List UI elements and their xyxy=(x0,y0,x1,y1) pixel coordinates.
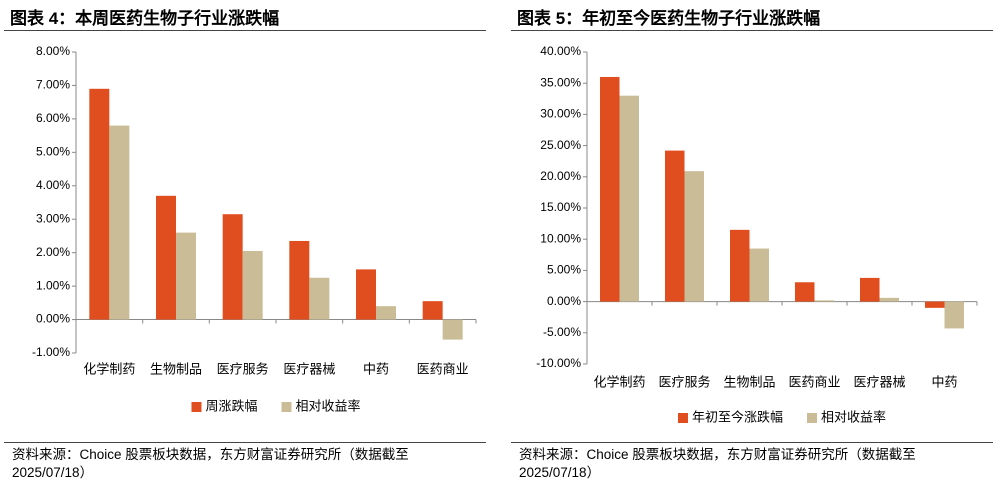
y-tick-label: 3.00% xyxy=(36,211,70,225)
x-tick-label: 医疗器械 xyxy=(853,374,905,389)
chart-panel: 图表 4：本周医药生物子行业涨跌幅 -1.00% 0.00% 1.00% 2.00% 3… xyxy=(4,0,486,486)
y-tick-label: 0.00% xyxy=(36,312,70,326)
x-tick-label: 医疗服务 xyxy=(217,361,269,376)
legend-swatch xyxy=(281,402,292,412)
chart-title: 图表 4：本周医药生物子行业涨跌幅 xyxy=(10,9,280,28)
y-tick-label: 25.00% xyxy=(540,138,581,152)
y-tick-label: 4.00% xyxy=(36,178,70,192)
legend-swatch xyxy=(677,413,688,423)
chart-title: 图表 5：年初至今医药生物子行业涨跌幅 xyxy=(517,9,821,28)
y-tick-label: 40.00% xyxy=(540,44,581,58)
bar xyxy=(665,150,685,302)
bar xyxy=(442,319,463,340)
legend-label: 相对收益率 xyxy=(296,398,361,413)
x-tick-label: 生物制品 xyxy=(723,374,775,389)
y-tick-label: 1.00% xyxy=(36,278,70,292)
bar xyxy=(944,301,964,329)
x-tick-label: 中药 xyxy=(931,374,957,389)
legend-swatch xyxy=(191,402,202,412)
bar xyxy=(309,277,330,320)
x-tick-label: 医疗服务 xyxy=(658,374,710,389)
source-note: 资料来源：Choice 股票板块数据，东方财富证券研究所（数据截至 2025/0… xyxy=(519,447,916,480)
bar xyxy=(89,88,110,320)
divider xyxy=(4,442,486,443)
bar xyxy=(749,248,769,302)
x-tick-label: 医疗器械 xyxy=(283,361,335,376)
legend-label: 周涨跌幅 xyxy=(205,398,257,413)
y-tick-label: 35.00% xyxy=(540,75,581,89)
bar xyxy=(376,306,396,320)
bar xyxy=(422,301,443,320)
bar xyxy=(242,250,263,320)
divider xyxy=(511,442,993,443)
legend-label: 年初至今涨跌幅 xyxy=(692,409,783,424)
divider xyxy=(4,30,486,31)
y-tick-label: -10.00% xyxy=(536,356,581,370)
y-tick-label: 10.00% xyxy=(540,231,581,245)
bar xyxy=(289,240,310,320)
y-tick-label: 5.00% xyxy=(36,145,70,159)
bar xyxy=(925,301,945,308)
chart: -1.00% 0.00% 1.00% 2.00% 3.00% 4.00% 5.00% 6.00… xyxy=(32,44,477,413)
divider xyxy=(511,30,993,31)
y-tick-label: 6.00% xyxy=(36,111,70,125)
bar xyxy=(879,297,899,302)
bar xyxy=(356,269,376,320)
x-tick-label: 生物制品 xyxy=(150,361,202,376)
y-tick-label: 0.00% xyxy=(547,294,581,308)
y-tick-label: 8.00% xyxy=(36,44,70,58)
y-tick-label: -1.00% xyxy=(32,345,70,359)
bar xyxy=(795,282,815,302)
bar xyxy=(156,195,176,320)
x-tick-label: 化学制药 xyxy=(83,361,135,376)
y-tick-label: 7.00% xyxy=(36,78,70,92)
x-tick-label: 化学制药 xyxy=(593,374,645,389)
legend-swatch xyxy=(807,413,817,423)
y-tick-label: 15.00% xyxy=(540,200,581,214)
x-tick-label: 医药商业 xyxy=(788,374,840,389)
bar xyxy=(860,277,880,302)
bar xyxy=(730,229,750,302)
chart-panel: 图表 5：年初至今医药生物子行业涨跌幅 -10.00% -5.00% 0.00% 5.… xyxy=(511,0,993,486)
x-tick-label: 中药 xyxy=(363,361,389,376)
bar xyxy=(109,125,130,320)
bar xyxy=(814,300,834,302)
source-note: 资料来源：Choice 股票板块数据，东方财富证券研究所（数据截至 2025/0… xyxy=(12,447,409,480)
y-tick-label: 2.00% xyxy=(36,245,70,259)
y-tick-label: 30.00% xyxy=(540,107,581,121)
x-tick-label: 医药商业 xyxy=(417,361,469,376)
bar xyxy=(222,214,243,320)
bar xyxy=(176,232,196,320)
bar xyxy=(684,171,704,302)
bar xyxy=(600,76,620,302)
y-tick-label: -5.00% xyxy=(543,325,581,339)
y-tick-label: 20.00% xyxy=(540,169,581,183)
bar xyxy=(619,95,639,302)
legend-label: 相对收益率 xyxy=(821,409,886,424)
chart: -10.00% -5.00% 0.00% 5.00% 10.00% 15.00% 20.00… xyxy=(536,44,978,424)
y-tick-label: 5.00% xyxy=(547,263,581,277)
